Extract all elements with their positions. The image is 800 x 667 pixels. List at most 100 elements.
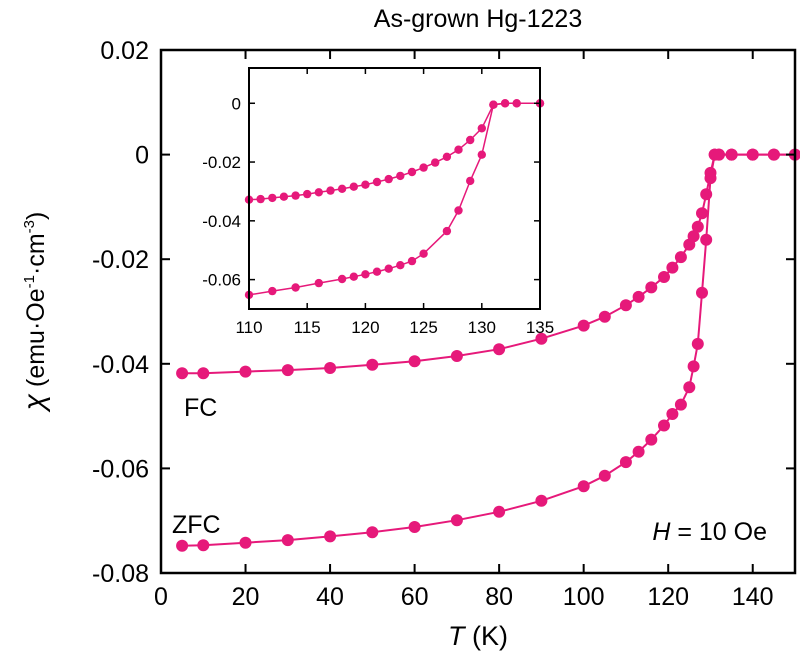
inset-zfc-point bbox=[291, 283, 300, 292]
inset-fc-point bbox=[256, 194, 265, 204]
main-fc-point bbox=[176, 367, 189, 380]
inset-fc-point bbox=[384, 174, 393, 184]
inset-fc-point bbox=[477, 124, 486, 133]
inset-x-tick-label: 120 bbox=[351, 318, 379, 337]
inset-zfc-point bbox=[489, 100, 498, 109]
main-fc-point bbox=[658, 271, 670, 283]
main-x-tick-label: 60 bbox=[401, 583, 429, 611]
main-zfc-point bbox=[281, 534, 294, 547]
main-zfc-point bbox=[632, 445, 645, 458]
inset-fc-point bbox=[396, 171, 405, 181]
main-x-tick-label: 20 bbox=[232, 583, 260, 611]
inset-fc-point bbox=[337, 184, 347, 193]
main-zfc-point bbox=[691, 337, 704, 350]
y-axis-label-unit-mid: ·cm bbox=[22, 233, 50, 275]
field-value: = 10 Oe bbox=[670, 518, 767, 546]
main-zfc-point bbox=[712, 148, 725, 161]
inset-fc-point bbox=[291, 191, 300, 200]
inset-y-tick-label: -0.04 bbox=[202, 212, 241, 231]
main-zfc-point bbox=[619, 456, 632, 469]
inset-zfc-point bbox=[372, 267, 382, 276]
main-zfc-point bbox=[674, 398, 687, 411]
main-fc-point bbox=[691, 220, 704, 233]
main-zfc-point bbox=[687, 360, 700, 373]
inset-fc-point bbox=[442, 152, 452, 161]
main-zfc-point bbox=[645, 433, 658, 446]
inset-fc-point bbox=[431, 158, 440, 167]
main-x-tick-label: 100 bbox=[563, 583, 605, 611]
inset-frame bbox=[248, 67, 541, 310]
y-axis-label-exp2: -3 bbox=[21, 220, 38, 233]
inset-zfc-point bbox=[349, 272, 358, 281]
main-zfc-point bbox=[746, 148, 759, 161]
main-fc-point bbox=[281, 364, 294, 377]
main-zfc-point bbox=[493, 505, 506, 518]
main-y-tick-label: 0.02 bbox=[100, 37, 149, 65]
main-x-tick-label: 80 bbox=[485, 583, 513, 611]
inset-x-tick-label: 115 bbox=[294, 318, 321, 337]
inset-y-tick-label: -0.02 bbox=[202, 153, 241, 172]
inset-fc-point bbox=[279, 192, 289, 201]
main-x-tick-label: 40 bbox=[316, 583, 344, 611]
main-fc-point bbox=[450, 350, 463, 362]
main-zfc-point bbox=[666, 408, 679, 420]
x-axis-label: T (K) bbox=[448, 621, 508, 651]
main-fc-point bbox=[577, 319, 590, 332]
main-y-tick-label: -0.04 bbox=[92, 351, 149, 379]
main-y-tick-label: 0 bbox=[135, 142, 149, 170]
fc-label: FC bbox=[184, 394, 217, 422]
main-fc-point bbox=[324, 362, 337, 374]
main-zfc-point bbox=[696, 286, 708, 299]
inset-fc-point bbox=[314, 188, 323, 197]
main-fc-point bbox=[674, 251, 687, 264]
inset-fc-point bbox=[326, 186, 335, 195]
inset-fc-point bbox=[303, 189, 312, 199]
inset-fc-point bbox=[361, 180, 370, 189]
inset-zfc-point bbox=[466, 176, 475, 186]
inset-zfc-point bbox=[407, 256, 417, 266]
inset-fc-point bbox=[349, 182, 358, 191]
main-fc-point bbox=[696, 207, 708, 220]
inset-zfc-point bbox=[419, 249, 428, 258]
main-y-tick-label: -0.06 bbox=[92, 455, 149, 483]
main-x-tick-label: 140 bbox=[732, 583, 774, 611]
main-fc-point bbox=[366, 358, 379, 371]
inset-zfc-point bbox=[314, 278, 323, 288]
main-zfc-point bbox=[658, 419, 670, 432]
field-symbol: H bbox=[652, 518, 671, 546]
inset-x-tick-label: 125 bbox=[409, 318, 437, 337]
inset-zfc-point bbox=[384, 264, 393, 273]
y-axis-label-exp1: -1 bbox=[21, 275, 38, 288]
main-zfc-point bbox=[239, 536, 252, 549]
main-y-tick-label: -0.08 bbox=[92, 560, 149, 588]
main-zfc-point bbox=[535, 494, 548, 507]
x-axis-label-unit: (K) bbox=[465, 621, 509, 651]
inset-zfc-point bbox=[396, 261, 405, 270]
inset-zfc-point bbox=[477, 150, 486, 159]
inset-zfc-point bbox=[454, 206, 463, 215]
y-axis-label-unit-close: ) bbox=[22, 212, 50, 220]
inset-y-tick-label: 0 bbox=[232, 94, 241, 113]
main-x-tick-label: 120 bbox=[647, 583, 689, 611]
main-fc-point bbox=[619, 299, 632, 312]
main-fc-point bbox=[645, 281, 658, 294]
inset-x-tick-label: 135 bbox=[526, 318, 554, 337]
field-annotation: H = 10 Oe bbox=[652, 518, 767, 546]
main-fc-point bbox=[493, 343, 506, 356]
inset-zfc-point bbox=[361, 270, 370, 279]
main-fc-point bbox=[632, 290, 645, 303]
inset-x-tick-label: 110 bbox=[235, 318, 262, 337]
main-x-tick-label: 0 bbox=[154, 583, 168, 611]
main-zfc-point bbox=[767, 148, 780, 161]
inset-zfc-point bbox=[512, 99, 521, 108]
main-plot-marks bbox=[176, 148, 800, 552]
main-y-tick-label: -0.02 bbox=[92, 246, 149, 274]
main-fc-point bbox=[239, 365, 252, 378]
y-axis-label-unit-open: (emu·Oe bbox=[22, 288, 50, 394]
main-zfc-point bbox=[725, 148, 738, 161]
inset-zfc-point bbox=[500, 99, 510, 108]
main-zfc-point bbox=[577, 480, 590, 493]
main-zfc-point bbox=[408, 521, 421, 533]
inset-fc-point bbox=[372, 177, 382, 187]
main-fc-point bbox=[197, 367, 210, 380]
